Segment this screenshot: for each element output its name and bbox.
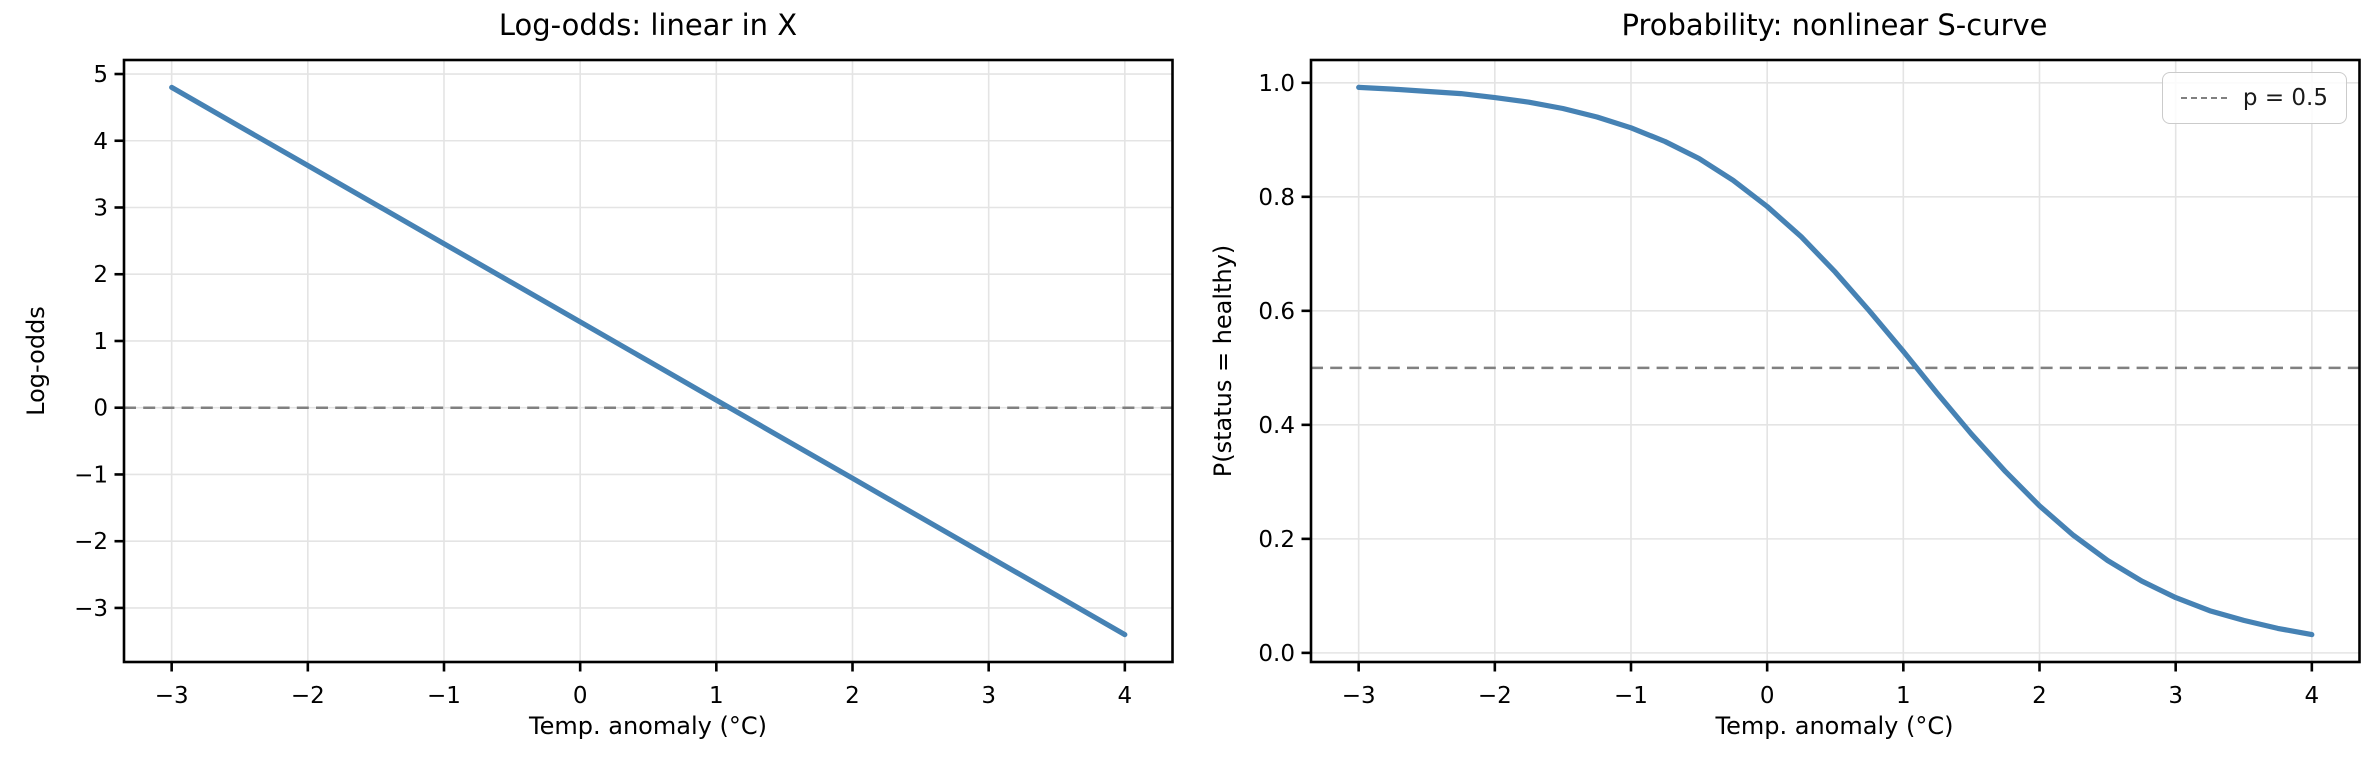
x-tick-label: 1 xyxy=(709,683,724,709)
y-tick-label: 0.0 xyxy=(1258,641,1295,667)
y-tick-label: 0.4 xyxy=(1258,413,1295,439)
right-chart-xlabel: Temp. anomaly (°C) xyxy=(1715,712,1954,740)
x-tick-label: −3 xyxy=(1341,683,1375,709)
right-chart-title: Probability: nonlinear S-curve xyxy=(1621,8,2048,42)
y-tick-label: 0.8 xyxy=(1258,185,1295,211)
right-chart-ylabel: P(status = healthy) xyxy=(1208,244,1237,478)
y-tick-label: −1 xyxy=(74,462,108,488)
x-tick-label: 4 xyxy=(1118,683,1133,709)
x-tick-label: 2 xyxy=(2032,683,2047,709)
left-chart-canvas: −3 −2 −1 0 1 2 3 4 −3 −2 −1 0 1 2 3 4 5 xyxy=(74,58,1174,709)
data-line xyxy=(169,84,1128,638)
x-tick-label: −1 xyxy=(1614,683,1648,709)
y-tick-label: 2 xyxy=(93,262,108,288)
right-chart-panel: −3 −2 −1 0 1 2 3 4 0.0 0.2 0.4 0.6 0.8 1.0 Probabilit… xyxy=(1187,0,2373,771)
y-tick-label: 3 xyxy=(93,195,108,221)
x-tick-label: −1 xyxy=(427,683,461,709)
legend: p = 0.5 xyxy=(2161,72,2347,124)
y-tick-label: 4 xyxy=(93,129,108,155)
x-tick-label: 2 xyxy=(845,683,860,709)
y-tick-label: 5 xyxy=(93,62,108,88)
x-tick-label: 0 xyxy=(1759,683,1774,709)
y-tick-label: 1 xyxy=(93,329,108,355)
data-line xyxy=(1355,84,2314,638)
x-tick-label: 4 xyxy=(2304,683,2319,709)
legend-dashed-line-sample xyxy=(2180,97,2227,99)
x-tick-label: −2 xyxy=(1477,683,1511,709)
left-chart-ylabel: Log-odds xyxy=(22,306,50,416)
plot-border xyxy=(122,58,1174,664)
y-tick-label: −2 xyxy=(74,529,108,555)
x-tick-label: 3 xyxy=(981,683,996,709)
x-tick-label: −2 xyxy=(291,683,325,709)
x-tick-label: 0 xyxy=(573,683,588,709)
y-tick-label: 0.2 xyxy=(1258,527,1295,553)
legend-label: p = 0.5 xyxy=(2242,85,2328,111)
left-chart-title: Log-odds: linear in X xyxy=(498,8,798,42)
x-tick-label: 1 xyxy=(1896,683,1911,709)
y-tick-label: −3 xyxy=(74,596,108,622)
left-chart-panel: −3 −2 −1 0 1 2 3 4 −3 −2 −1 0 1 2 3 4 5 Log-odds: linear… xyxy=(22,8,1174,740)
y-tick-label: 1.0 xyxy=(1258,71,1295,97)
x-tick-label: 3 xyxy=(2168,683,2183,709)
right-chart-canvas: −3 −2 −1 0 1 2 3 4 0.0 0.2 0.4 0.6 0.8 1.0 xyxy=(1258,58,2361,709)
left-chart-xlabel: Temp. anomaly (°C) xyxy=(529,712,767,740)
y-tick-label: 0 xyxy=(93,396,108,422)
x-tick-label: −3 xyxy=(155,683,189,709)
plot-border xyxy=(1309,58,2361,664)
y-tick-label: 0.6 xyxy=(1258,299,1295,325)
